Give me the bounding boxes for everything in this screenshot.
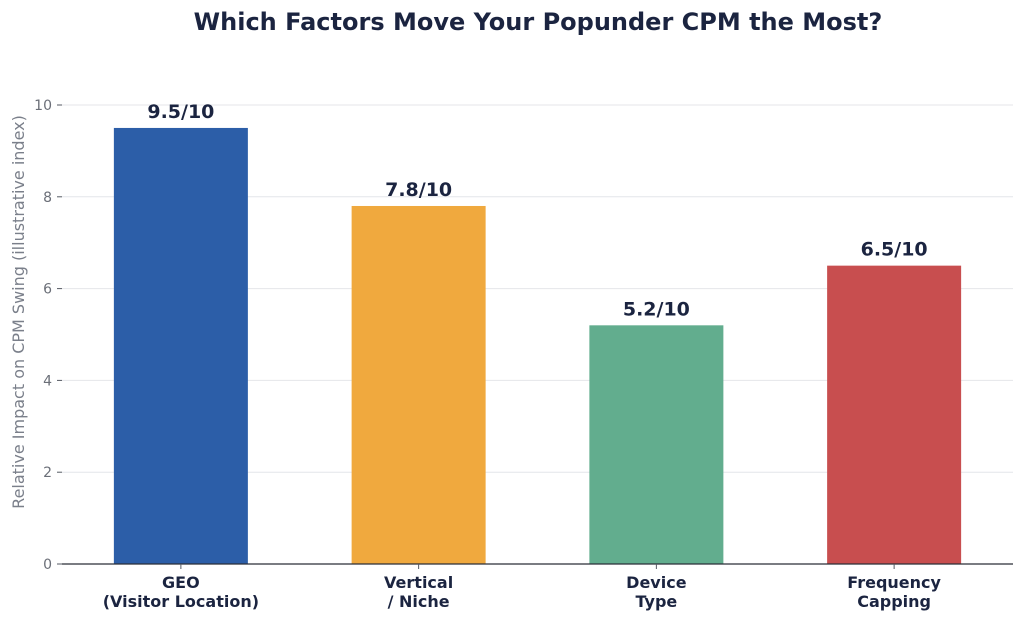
y-axis-label: Relative Impact on CPM Swing (illustrati… [9, 115, 28, 509]
y-tick-label: 2 [43, 465, 52, 481]
chart-title: Which Factors Move Your Popunder CPM the… [194, 8, 883, 36]
data-label: 9.5/10 [147, 101, 214, 123]
x-tick-label: Frequency [847, 573, 941, 592]
data-label: 5.2/10 [623, 298, 690, 320]
y-tick-label: 8 [43, 190, 52, 206]
x-tick-label: Capping [857, 592, 931, 611]
x-tick-label: (Visitor Location) [103, 592, 259, 611]
x-tick-label: Vertical [384, 573, 453, 592]
y-tick-label: 6 [43, 282, 52, 298]
y-axis-ticks: 0 2 4 6 8 10 [34, 98, 62, 573]
bar [589, 325, 724, 564]
bar [113, 127, 248, 564]
bar [351, 205, 486, 565]
x-tick-label: / Niche [388, 592, 450, 611]
bar [827, 265, 962, 564]
y-tick-label: 10 [34, 98, 52, 114]
data-label: 6.5/10 [861, 239, 928, 261]
y-tick-label: 4 [43, 373, 52, 389]
data-labels: 9.5/10 7.8/10 5.2/10 6.5/10 [147, 101, 927, 320]
bars [113, 127, 962, 565]
x-tick-label: GEO [162, 573, 200, 592]
data-label: 7.8/10 [385, 179, 452, 201]
x-axis-ticks: GEO(Visitor Location) Vertical/ Niche Devi… [103, 564, 942, 611]
x-tick-label: Device [626, 573, 687, 592]
y-tick-label: 0 [43, 557, 52, 573]
x-tick-label: Type [636, 592, 678, 611]
